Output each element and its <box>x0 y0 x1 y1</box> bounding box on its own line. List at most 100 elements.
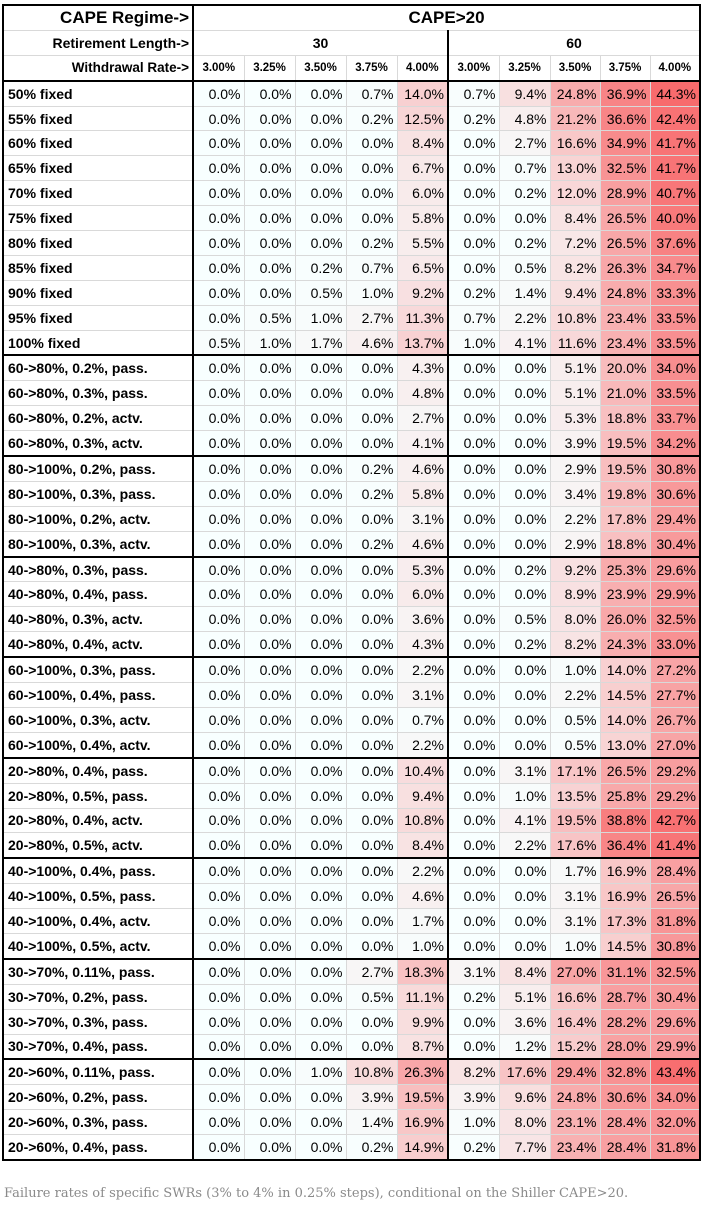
value-cell: 29.4% <box>649 505 702 532</box>
value-cell: 0.0% <box>294 555 347 583</box>
row-label: 40->100%, 0.5%, pass. <box>2 883 194 910</box>
value-cell: 0.0% <box>447 230 500 256</box>
row-label: 20->60%, 0.3%, pass. <box>2 1109 194 1136</box>
value-cell: 3.1% <box>396 505 449 532</box>
row-label: 20->80%, 0.4%, actv. <box>2 807 194 834</box>
value-cell: 0.0% <box>294 983 347 1010</box>
value-cell: 0.0% <box>294 957 347 985</box>
value-cell: 4.3% <box>396 631 449 658</box>
value-cell: 11.6% <box>549 329 601 356</box>
value-cell: 1.7% <box>294 329 347 356</box>
value-cell: 0.0% <box>243 430 296 457</box>
value-cell: 3.6% <box>396 606 449 633</box>
value-cell: 0.0% <box>192 908 245 934</box>
value-cell: 0.7% <box>345 79 398 107</box>
value-cell: 3.6% <box>498 1008 551 1035</box>
value-cell: 3.1% <box>498 756 551 784</box>
table-row: 75% fixed 0.0% 0.0% 0.0% 0.0% 5.8% 0.0% 0.0% 8.4… <box>2 205 702 232</box>
table-row: 20->80%, 0.5%, actv. 0.0% 0.0% 0.0% 0.0% 8.4%… <box>2 832 702 859</box>
value-cell: 0.0% <box>243 254 296 281</box>
value-cell: 17.1% <box>549 756 601 784</box>
row-label: 60->80%, 0.2%, actv. <box>2 405 194 432</box>
table-row: 30->70%, 0.3%, pass. 0.0% 0.0% 0.0% 0.0% 9.9%… <box>2 1008 702 1035</box>
value-cell: 0.0% <box>294 180 347 207</box>
value-cell: 0.2% <box>447 1134 500 1161</box>
table-row: 40->80%, 0.4%, actv. 0.0% 0.0% 0.0% 0.0% 4.3%… <box>2 631 702 658</box>
value-cell: 14.9% <box>396 1134 449 1161</box>
row-label: 20->60%, 0.4%, pass. <box>2 1134 194 1161</box>
value-cell: 1.0% <box>243 329 296 356</box>
value-cell: 28.4% <box>649 857 702 885</box>
value-cell: 1.0% <box>396 932 449 960</box>
row-label: 60->100%, 0.3%, pass. <box>2 656 194 684</box>
value-cell: 0.0% <box>243 1084 296 1111</box>
value-cell: 0.0% <box>243 279 296 306</box>
value-cell: 0.0% <box>345 606 398 633</box>
value-cell: 7.2% <box>549 230 601 256</box>
value-cell: 0.2% <box>345 455 398 482</box>
value-cell: 13.5% <box>549 782 601 809</box>
table-caption: Failure rates of specific SWRs (3% to 4%… <box>4 1186 629 1201</box>
value-cell: 0.0% <box>447 706 500 733</box>
value-cell: 2.2% <box>396 731 449 759</box>
value-cell: 29.9% <box>649 581 702 608</box>
value-cell: 1.2% <box>498 1033 551 1060</box>
table-row: 60->80%, 0.2%, pass. 0.0% 0.0% 0.0% 0.0% 4.3%… <box>2 354 702 382</box>
value-cell: 14.5% <box>599 682 651 708</box>
value-cell: 32.0% <box>649 1109 702 1136</box>
value-cell: 0.0% <box>294 883 347 910</box>
value-cell: 8.4% <box>498 957 551 985</box>
value-cell: 6.0% <box>396 180 449 207</box>
row-label: 30->70%, 0.4%, pass. <box>2 1033 194 1060</box>
value-cell: 0.2% <box>345 1134 398 1161</box>
value-cell: 0.0% <box>294 205 347 232</box>
value-cell: 0.2% <box>345 230 398 256</box>
table-row: 70% fixed 0.0% 0.0% 0.0% 0.0% 6.0% 0.0% 0.2% 12.… <box>2 180 702 207</box>
value-cell: 23.4% <box>599 304 651 331</box>
value-cell: 30.8% <box>649 455 702 482</box>
value-cell: 0.2% <box>498 631 551 658</box>
value-cell: 0.0% <box>243 130 296 157</box>
value-cell: 19.8% <box>599 480 651 507</box>
value-cell: 0.0% <box>243 79 296 107</box>
value-cell: 14.5% <box>599 932 651 960</box>
table-row: 40->100%, 0.5%, actv. 0.0% 0.0% 0.0% 0.0% 1.0… <box>2 932 702 960</box>
value-cell: 5.8% <box>396 205 449 232</box>
row-label: 40->80%, 0.3%, pass. <box>2 555 194 583</box>
value-cell: 1.0% <box>549 932 601 960</box>
value-cell: 32.5% <box>599 155 651 182</box>
value-cell: 1.0% <box>294 304 347 331</box>
value-cell: 6.0% <box>396 581 449 608</box>
value-cell: 0.2% <box>294 254 347 281</box>
value-cell: 30.4% <box>649 530 702 558</box>
value-cell: 4.1% <box>498 807 551 834</box>
value-cell: 0.0% <box>447 180 500 207</box>
row-label: 65% fixed <box>2 155 194 182</box>
value-cell: 29.2% <box>649 782 702 809</box>
value-cell: 40.7% <box>649 180 702 207</box>
value-cell: 0.0% <box>345 505 398 532</box>
value-cell: 0.0% <box>345 581 398 608</box>
row-label: 40->80%, 0.3%, actv. <box>2 606 194 633</box>
value-cell: 26.3% <box>396 1058 449 1086</box>
row-label: 80->100%, 0.2%, actv. <box>2 505 194 532</box>
value-cell: 0.0% <box>192 807 245 834</box>
value-cell: 0.0% <box>294 606 347 633</box>
table-row: 20->60%, 0.4%, pass. 0.0% 0.0% 0.0% 0.2% 14.9… <box>2 1134 702 1161</box>
value-cell: 0.5% <box>498 606 551 633</box>
rate-header: 3.50% <box>549 54 601 82</box>
value-cell: 3.9% <box>345 1084 398 1111</box>
value-cell: 29.2% <box>649 756 702 784</box>
value-cell: 0.7% <box>396 706 449 733</box>
length-60: 60 <box>446 29 702 56</box>
value-cell: 0.0% <box>243 455 296 482</box>
value-cell: 23.4% <box>599 329 651 356</box>
value-cell: 13.0% <box>599 731 651 759</box>
value-cell: 0.0% <box>447 530 500 558</box>
row-label: 80->100%, 0.3%, actv. <box>2 530 194 558</box>
value-cell: 29.4% <box>549 1058 601 1086</box>
value-cell: 0.0% <box>192 505 245 532</box>
rate-label: Withdrawal Rate-> <box>2 54 194 82</box>
value-cell: 0.0% <box>345 1008 398 1035</box>
value-cell: 0.0% <box>447 555 500 583</box>
